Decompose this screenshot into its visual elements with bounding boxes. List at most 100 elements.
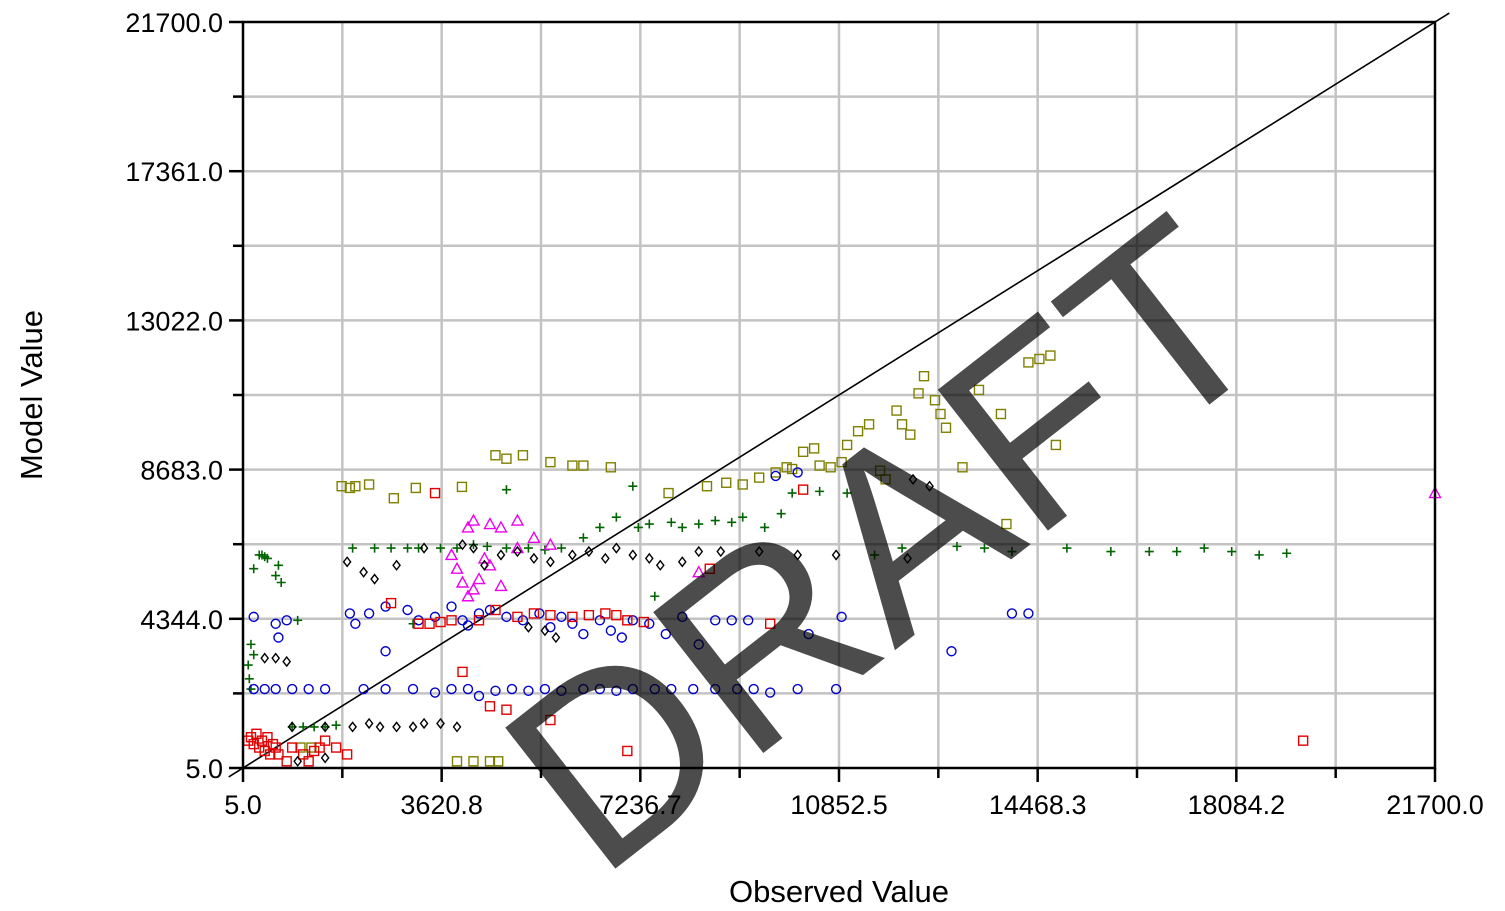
data-point-diamond bbox=[408, 721, 418, 733]
data-point-diamond bbox=[364, 717, 374, 730]
data-point-plus bbox=[870, 550, 880, 560]
data-point-circle bbox=[402, 604, 413, 616]
data-point-square bbox=[896, 419, 908, 430]
data-point-square bbox=[1045, 350, 1056, 361]
data-point-square bbox=[753, 472, 765, 483]
data-point-circle bbox=[627, 683, 639, 695]
data-point-plus bbox=[1144, 547, 1154, 557]
plot-frame bbox=[241, 20, 1437, 770]
data-point-square bbox=[808, 443, 820, 454]
data-point-triangle bbox=[494, 578, 508, 592]
data-point-plus bbox=[952, 541, 962, 551]
y-tick-label: 8683.0 bbox=[140, 456, 223, 486]
data-point-diamond bbox=[260, 652, 270, 664]
x-tick-labels: 5.0 3620.8 7236.7 10852.5 14468.3 18084.2 2170… bbox=[224, 790, 1484, 820]
data-point-square bbox=[663, 487, 674, 499]
data-point-square bbox=[567, 611, 578, 623]
data-point-square bbox=[484, 756, 496, 767]
data-point-triangle bbox=[543, 537, 558, 550]
data-point-square bbox=[797, 484, 809, 495]
data-point-circle bbox=[946, 646, 957, 657]
data-point-diamond bbox=[320, 721, 330, 733]
data-point-plus bbox=[650, 591, 660, 601]
data-point-square bbox=[737, 479, 748, 490]
data-point-plus bbox=[1199, 543, 1209, 553]
data-point-circle bbox=[248, 611, 259, 623]
data-point-circle bbox=[248, 683, 259, 695]
data-point-diamond bbox=[392, 721, 401, 733]
y-tick-label: 21700.0 bbox=[125, 8, 223, 38]
data-point-circle bbox=[270, 683, 281, 695]
data-point-circle bbox=[792, 467, 803, 478]
data-point-circle bbox=[484, 604, 496, 616]
data-point-square bbox=[611, 609, 622, 621]
data-point-plus bbox=[501, 485, 511, 495]
data-point-square bbox=[874, 465, 886, 476]
data-point-triangle bbox=[461, 589, 475, 602]
data-point-circle bbox=[627, 615, 639, 626]
data-point-square bbox=[245, 732, 257, 743]
data-point-plus bbox=[677, 522, 687, 532]
data-point-circle bbox=[473, 608, 485, 619]
data-point-circle bbox=[567, 618, 578, 629]
data-point-square bbox=[248, 738, 259, 750]
data-point-square bbox=[456, 481, 468, 493]
y-tick-label: 13022.0 bbox=[125, 306, 223, 336]
data-point-circle bbox=[413, 615, 424, 626]
data-point-circle bbox=[380, 683, 391, 695]
data-points bbox=[243, 350, 1442, 767]
data-point-circle bbox=[693, 639, 704, 650]
x-axis-title: Observed Value bbox=[729, 874, 949, 909]
data-point-circle bbox=[273, 632, 284, 643]
data-point-square bbox=[622, 745, 633, 757]
data-point-square bbox=[490, 450, 501, 461]
data-point-square bbox=[295, 742, 306, 753]
data-point-circle bbox=[303, 683, 314, 695]
data-point-triangle bbox=[466, 582, 481, 595]
data-point-square bbox=[957, 462, 968, 473]
data-point-square bbox=[270, 742, 281, 753]
grid-lines bbox=[243, 22, 1435, 768]
data-point-square bbox=[446, 615, 457, 626]
data-point-square bbox=[814, 460, 825, 471]
data-point-circle bbox=[649, 683, 661, 695]
data-point-square bbox=[929, 395, 941, 406]
data-point-circle bbox=[506, 683, 518, 695]
data-point-triangle bbox=[450, 561, 464, 574]
data-point-square bbox=[501, 704, 512, 715]
data-point-diamond bbox=[469, 542, 478, 554]
reference-line bbox=[228, 12, 1450, 778]
data-point-square bbox=[825, 462, 836, 473]
data-point-plus bbox=[414, 543, 424, 553]
data-point-diamond bbox=[628, 549, 638, 561]
x-tick-label: 3620.8 bbox=[400, 790, 483, 820]
data-point-plus bbox=[370, 543, 380, 553]
data-point-plus bbox=[523, 543, 533, 553]
data-point-square bbox=[797, 446, 809, 458]
data-point-square bbox=[330, 742, 342, 753]
data-point-circle bbox=[578, 683, 589, 695]
data-point-square bbox=[468, 756, 479, 767]
data-point-square bbox=[578, 460, 589, 471]
data-point-circle bbox=[764, 687, 776, 698]
data-point-square bbox=[388, 493, 400, 504]
data-point-plus bbox=[452, 543, 462, 553]
data-point-plus bbox=[815, 486, 825, 496]
data-point-circle bbox=[429, 687, 441, 698]
data-point-circle bbox=[358, 683, 369, 695]
data-point-diamond bbox=[908, 473, 918, 485]
data-point-circle bbox=[594, 615, 606, 626]
data-point-circle bbox=[710, 615, 721, 626]
data-point-diamond bbox=[540, 624, 550, 637]
data-point-square bbox=[545, 609, 556, 621]
data-point-circle bbox=[792, 683, 803, 695]
data-point-circle bbox=[380, 646, 391, 657]
data-point-square bbox=[545, 456, 556, 468]
data-point-circle bbox=[803, 628, 814, 640]
data-point-plus bbox=[403, 543, 413, 553]
y-tick-label: 5.0 bbox=[185, 754, 223, 784]
data-point-plus bbox=[271, 571, 281, 581]
data-point-circle bbox=[556, 685, 567, 697]
data-point-square bbox=[281, 756, 292, 767]
data-point-square bbox=[264, 749, 276, 760]
